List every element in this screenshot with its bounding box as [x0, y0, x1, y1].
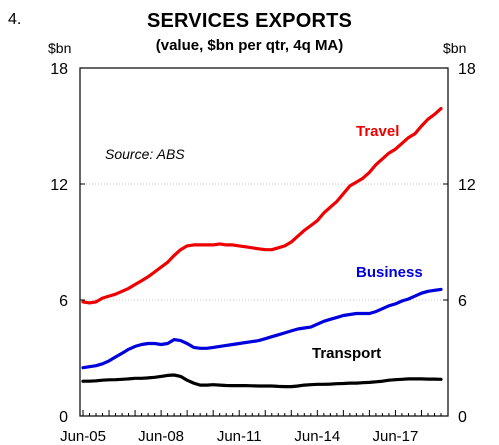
series-line-travel: [81, 106, 443, 305]
x-tick-label: Jun-11: [217, 428, 262, 445]
chart-number: 4.: [8, 11, 22, 28]
y-axis-unit-left: $bn: [48, 40, 72, 56]
plot-frame: [79, 67, 449, 417]
y-tick-label-left: 0: [59, 409, 68, 426]
y-tick-label-right: 12: [458, 177, 476, 194]
x-tick-label: Jun-17: [372, 428, 418, 445]
series-line-transport: [81, 373, 443, 389]
chart-subtitle: (value, $bn per qtr, 4q MA): [155, 37, 344, 54]
y-tick-label-left: 12: [50, 177, 68, 194]
y-tick-label-left: 18: [50, 61, 68, 78]
y-axis-unit-right: $bn: [443, 40, 467, 56]
chart-title: SERVICES EXPORTS: [146, 10, 353, 32]
series-label-transport: Transport: [312, 345, 381, 362]
x-tick-label: Jun-08: [138, 428, 184, 445]
y-tick-label-right: 0: [458, 409, 467, 426]
x-tick-label: Jun-05: [60, 428, 106, 445]
x-tick-label: Jun-14: [294, 428, 340, 445]
y-tick-label-right: 18: [458, 61, 476, 78]
series-label-business: Business: [356, 264, 423, 281]
gridlines: [80, 183, 448, 301]
y-tick-label-right: 6: [458, 293, 467, 310]
series-label-travel: Travel: [356, 123, 399, 140]
series-lines: [81, 106, 443, 389]
source-note: Source: ABS: [105, 146, 185, 162]
axis-labels: 0 0 6 6 12 12 18 18 Jun-05 Jun-08 Jun-11 Jun-14 Jun-…: [50, 61, 476, 445]
series-line-business: [81, 287, 443, 370]
y-tick-label-left: 6: [59, 293, 68, 310]
axis-ticks: [80, 67, 448, 417]
